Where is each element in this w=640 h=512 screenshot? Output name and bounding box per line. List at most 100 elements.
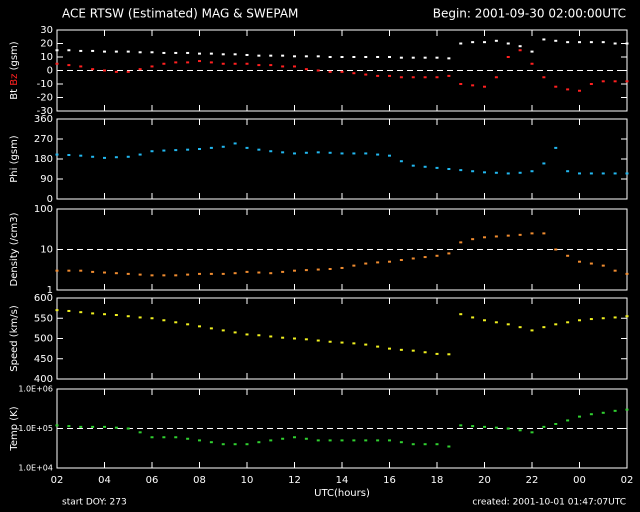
data-point	[399, 76, 403, 79]
data-point	[352, 152, 356, 155]
data-point	[304, 437, 308, 440]
data-point	[245, 270, 249, 273]
y-tick-label: 360	[34, 114, 53, 125]
data-point	[316, 439, 320, 442]
data-point	[554, 323, 558, 326]
data-point	[209, 61, 213, 64]
data-point	[471, 170, 475, 173]
data-point	[79, 311, 83, 314]
data-point	[542, 38, 546, 41]
data-point	[459, 83, 463, 85]
data-point	[281, 270, 285, 273]
data-point	[388, 56, 391, 58]
y-tick-label: 450	[34, 354, 53, 365]
data-point	[613, 42, 617, 45]
data-point	[269, 335, 273, 338]
data-point	[352, 342, 356, 345]
data-point	[245, 53, 249, 56]
data-point	[304, 68, 308, 71]
data-point	[376, 439, 380, 442]
data-point	[578, 41, 581, 44]
data-point	[233, 272, 237, 275]
data-point	[103, 69, 106, 72]
y-tick-label: 0	[47, 66, 53, 77]
data-point	[625, 172, 629, 175]
data-point	[530, 50, 534, 53]
data-point	[257, 64, 261, 67]
data-point	[126, 155, 130, 158]
x-axis-label: UTC(hours)	[314, 488, 370, 499]
data-point	[162, 319, 166, 322]
data-point	[411, 443, 415, 446]
data-point	[281, 151, 285, 154]
data-point	[423, 76, 427, 79]
data-point	[388, 260, 391, 263]
data-point	[554, 85, 558, 88]
data-point	[518, 171, 522, 174]
data-point	[411, 257, 415, 260]
data-point	[269, 54, 273, 57]
data-point	[55, 49, 59, 52]
data-point	[162, 51, 166, 54]
y-tick-label: 20	[40, 39, 53, 50]
data-point	[257, 334, 261, 337]
data-point	[376, 345, 380, 348]
data-point	[589, 318, 593, 321]
data-point	[79, 154, 83, 157]
data-point	[518, 429, 522, 432]
data-point	[316, 151, 320, 154]
data-point	[316, 69, 320, 72]
x-tick-label: 06	[146, 475, 159, 486]
data-point	[198, 60, 201, 63]
data-point	[198, 148, 201, 150]
data-point	[55, 269, 59, 272]
x-tick-label: 20	[478, 475, 491, 486]
data-point	[138, 273, 142, 276]
data-point	[506, 172, 510, 175]
data-point	[304, 269, 308, 272]
data-point	[103, 156, 106, 159]
data-point	[494, 171, 498, 174]
data-point	[399, 259, 403, 262]
y-tick-label: 90	[40, 174, 53, 185]
data-point	[364, 439, 368, 442]
data-point	[518, 49, 522, 52]
data-point	[55, 62, 59, 65]
data-point	[186, 437, 190, 440]
x-tick-label: 02	[621, 475, 634, 486]
data-point	[340, 70, 344, 73]
data-point	[233, 142, 237, 145]
data-point	[471, 425, 475, 428]
y-tick-label: 10	[40, 245, 53, 256]
data-point	[114, 156, 118, 159]
data-point	[281, 437, 285, 440]
data-point	[269, 272, 273, 275]
data-point	[411, 56, 415, 59]
data-point	[530, 329, 534, 332]
data-point	[625, 408, 629, 411]
data-point	[103, 425, 106, 428]
data-point	[423, 165, 427, 168]
data-point	[601, 411, 605, 414]
data-point	[91, 425, 95, 428]
data-point	[126, 50, 130, 53]
data-point	[245, 62, 249, 65]
x-tick-label: 18	[431, 475, 444, 486]
data-point	[328, 439, 332, 442]
data-point	[103, 271, 106, 274]
data-point	[447, 57, 451, 60]
data-point	[589, 41, 593, 44]
data-point	[411, 164, 415, 167]
data-point	[67, 269, 71, 272]
y-tick-label: 180	[34, 154, 53, 165]
data-point	[447, 252, 451, 255]
x-tick-label: 22	[526, 475, 539, 486]
data-point	[257, 271, 261, 274]
data-point	[530, 170, 534, 173]
data-point	[589, 172, 593, 175]
y-tick-label: 100	[34, 204, 53, 215]
data-point	[388, 439, 391, 442]
data-point	[423, 443, 427, 446]
data-point	[506, 42, 510, 45]
data-point	[340, 439, 344, 442]
